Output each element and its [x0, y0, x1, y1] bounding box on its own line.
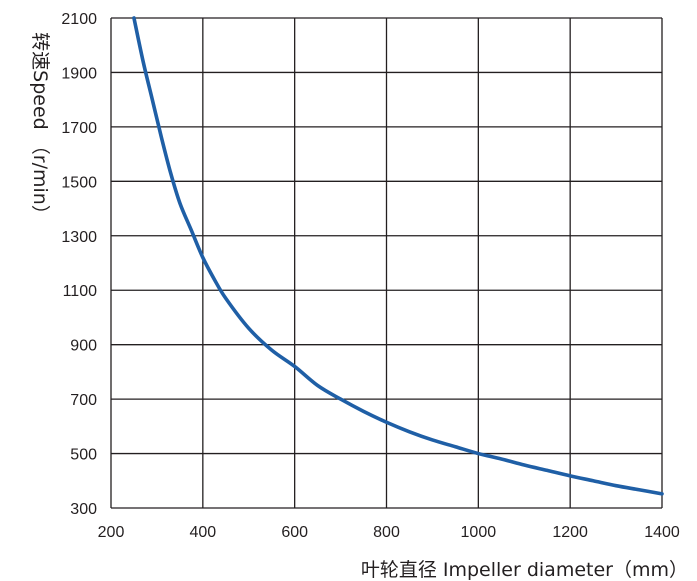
x-tick-label: 1200 [552, 524, 588, 541]
y-tick-label: 700 [70, 392, 97, 409]
x-tick-label: 400 [189, 524, 216, 541]
y-axis-title: 转速Speed （r/min） [29, 32, 51, 224]
speed-curve-line [132, 16, 664, 496]
y-tick-label: 1700 [61, 120, 97, 137]
x-tick-label: 1400 [644, 524, 680, 541]
x-axis-title: 叶轮直径 Impeller diameter（mm） [361, 559, 688, 581]
x-tick-labels: 200 400 600 800 1000 1200 1400 [98, 524, 680, 541]
y-tick-label: 1900 [61, 65, 97, 82]
y-tick-labels: 300 500 700 900 1100 1300 1500 1700 1900 2100 [61, 11, 97, 518]
x-tick-label: 800 [373, 524, 400, 541]
x-tick-label: 200 [98, 524, 125, 541]
y-tick-label: 500 [70, 447, 97, 464]
series-layer [132, 16, 664, 496]
y-tick-label: 1500 [61, 174, 97, 191]
y-tick-label: 1100 [63, 283, 98, 300]
y-tick-label: 900 [70, 338, 97, 355]
x-tick-label: 600 [281, 524, 308, 541]
x-tick-label: 1000 [461, 524, 497, 541]
y-tick-label: 300 [70, 501, 97, 518]
y-tick-label: 1300 [61, 229, 97, 246]
grid [110, 17, 663, 509]
y-tick-label: 2100 [61, 11, 97, 28]
